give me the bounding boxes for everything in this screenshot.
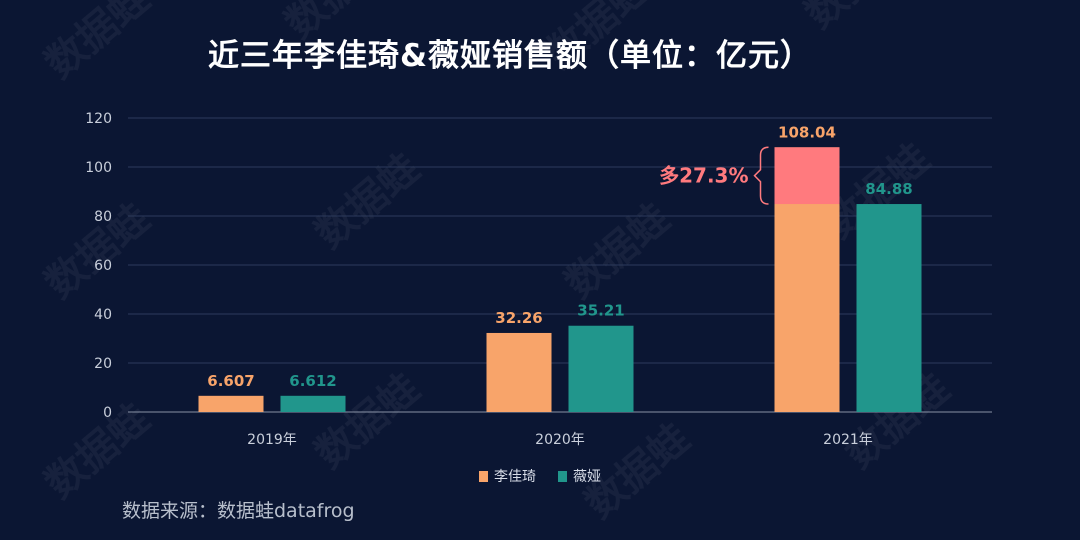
x-tick-label: 2021年 (823, 432, 873, 448)
y-tick-label: 0 (103, 405, 112, 421)
bar (280, 395, 346, 412)
y-tick-label: 20 (94, 356, 112, 372)
data-label: 84.88 (865, 180, 912, 198)
data-source: 数据来源：数据蛙datafrog (122, 500, 355, 522)
legend-label-weiya: 薇娅 (573, 469, 601, 485)
legend: 李佳琦 薇娅 (0, 466, 1080, 486)
data-label: 32.26 (495, 309, 542, 327)
y-tick-label: 80 (94, 209, 112, 225)
legend-label-lijiaqi: 李佳琦 (494, 469, 536, 485)
legend-item-weiya[interactable]: 薇娅 (558, 466, 601, 486)
y-tick-label: 40 (94, 307, 112, 323)
annotation-label: 多27.3% (659, 164, 748, 188)
x-tick-label: 2019年 (247, 432, 297, 448)
y-tick-label: 100 (85, 160, 112, 176)
legend-swatch-weiya (558, 470, 567, 482)
y-tick-label: 120 (85, 111, 112, 127)
data-label: 35.21 (577, 302, 624, 320)
data-label: 108.04 (778, 123, 836, 141)
legend-swatch-lijiaqi (479, 470, 488, 482)
chart-title: 近三年李佳琦&薇娅销售额（单位：亿元） (207, 38, 813, 74)
x-tick-label: 2020年 (535, 432, 585, 448)
legend-item-lijiaqi[interactable]: 李佳琦 (479, 466, 536, 486)
bar (568, 325, 634, 412)
annotation-highlight (774, 147, 840, 205)
bar (198, 395, 264, 412)
data-label: 6.607 (207, 372, 254, 390)
annotation-bracket (753, 146, 769, 205)
bar (856, 204, 922, 412)
y-tick-label: 60 (94, 258, 112, 274)
bar (486, 332, 552, 412)
data-label: 6.612 (289, 372, 336, 390)
